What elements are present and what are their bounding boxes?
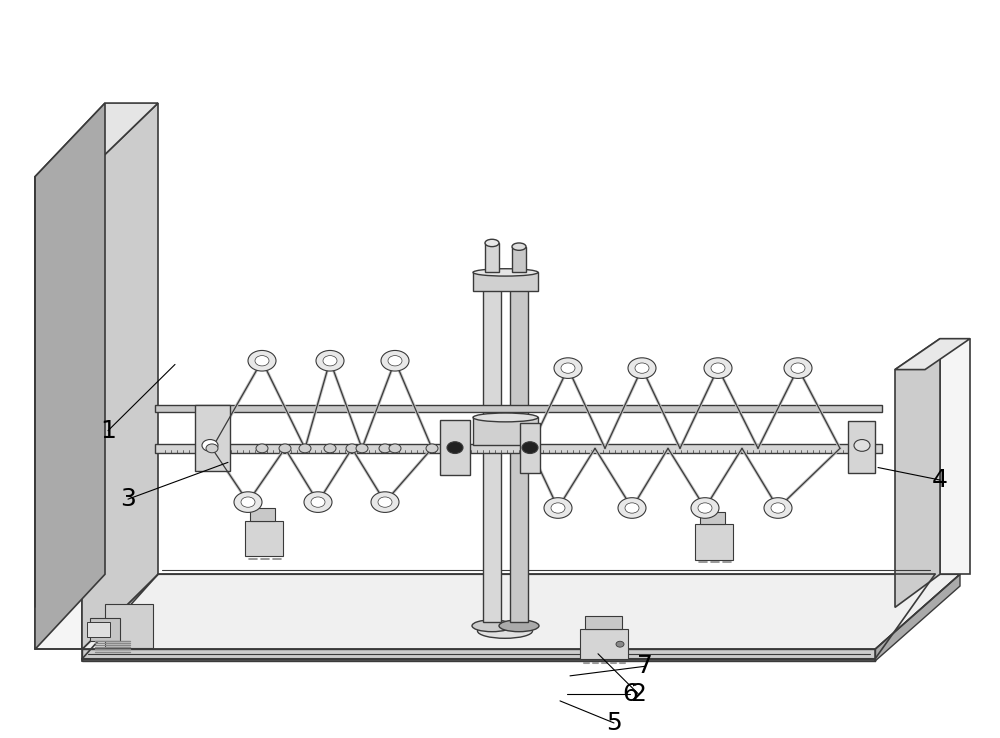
Circle shape [316, 351, 344, 371]
Ellipse shape [512, 243, 526, 250]
Polygon shape [510, 280, 528, 622]
Circle shape [379, 444, 391, 453]
Circle shape [248, 351, 276, 371]
Ellipse shape [472, 620, 512, 632]
Polygon shape [520, 424, 540, 472]
Polygon shape [82, 574, 960, 649]
Circle shape [764, 497, 792, 518]
Polygon shape [895, 339, 940, 607]
Polygon shape [90, 618, 120, 641]
Ellipse shape [485, 239, 499, 246]
Circle shape [388, 356, 402, 366]
Polygon shape [695, 524, 733, 559]
Circle shape [279, 444, 291, 453]
Circle shape [771, 503, 785, 513]
Polygon shape [580, 630, 628, 659]
Circle shape [346, 444, 358, 453]
Circle shape [711, 363, 725, 373]
Circle shape [784, 358, 812, 379]
Polygon shape [473, 418, 538, 446]
Polygon shape [245, 520, 283, 556]
Polygon shape [485, 243, 499, 272]
Polygon shape [250, 508, 275, 520]
Circle shape [625, 503, 639, 513]
Polygon shape [512, 246, 526, 272]
Circle shape [704, 358, 732, 379]
Polygon shape [195, 405, 230, 471]
Circle shape [791, 363, 805, 373]
Polygon shape [940, 339, 970, 574]
Circle shape [311, 497, 325, 507]
Text: 4: 4 [932, 468, 948, 492]
Ellipse shape [473, 269, 538, 276]
Polygon shape [82, 103, 158, 649]
Circle shape [206, 444, 218, 453]
Circle shape [635, 363, 649, 373]
Text: 1: 1 [100, 418, 116, 443]
Polygon shape [35, 103, 105, 649]
Polygon shape [700, 511, 725, 524]
Circle shape [241, 497, 255, 507]
Circle shape [234, 492, 262, 512]
Text: 3: 3 [120, 487, 136, 511]
Circle shape [202, 440, 218, 452]
Polygon shape [35, 176, 82, 649]
Circle shape [389, 444, 401, 453]
Circle shape [691, 497, 719, 518]
Circle shape [324, 444, 336, 453]
Polygon shape [87, 622, 110, 637]
Polygon shape [440, 420, 470, 475]
Ellipse shape [499, 620, 539, 632]
Polygon shape [155, 405, 882, 413]
Circle shape [304, 492, 332, 512]
Polygon shape [35, 103, 158, 176]
Polygon shape [483, 280, 501, 622]
Polygon shape [473, 272, 538, 291]
Circle shape [323, 356, 337, 366]
Polygon shape [875, 574, 960, 661]
Text: 7: 7 [637, 655, 653, 678]
Circle shape [561, 363, 575, 373]
Circle shape [378, 497, 392, 507]
Text: 2: 2 [630, 681, 646, 706]
Circle shape [698, 503, 712, 513]
Circle shape [447, 442, 463, 454]
Circle shape [554, 358, 582, 379]
Circle shape [551, 503, 565, 513]
Circle shape [256, 444, 268, 453]
Polygon shape [155, 444, 882, 453]
Text: 6: 6 [622, 681, 638, 706]
Circle shape [618, 497, 646, 518]
Ellipse shape [478, 624, 532, 638]
Circle shape [628, 358, 656, 379]
Circle shape [356, 444, 368, 453]
Circle shape [255, 356, 269, 366]
Polygon shape [82, 649, 875, 661]
Polygon shape [848, 421, 875, 472]
Circle shape [522, 442, 538, 454]
Circle shape [854, 440, 870, 452]
Circle shape [371, 492, 399, 512]
Circle shape [381, 351, 409, 371]
Ellipse shape [473, 441, 538, 450]
Circle shape [426, 444, 438, 453]
Ellipse shape [473, 413, 538, 422]
Text: 5: 5 [606, 711, 622, 735]
Circle shape [616, 641, 624, 647]
Circle shape [299, 444, 311, 453]
Polygon shape [105, 604, 153, 648]
Polygon shape [585, 616, 622, 630]
Circle shape [544, 497, 572, 518]
Polygon shape [895, 339, 970, 370]
